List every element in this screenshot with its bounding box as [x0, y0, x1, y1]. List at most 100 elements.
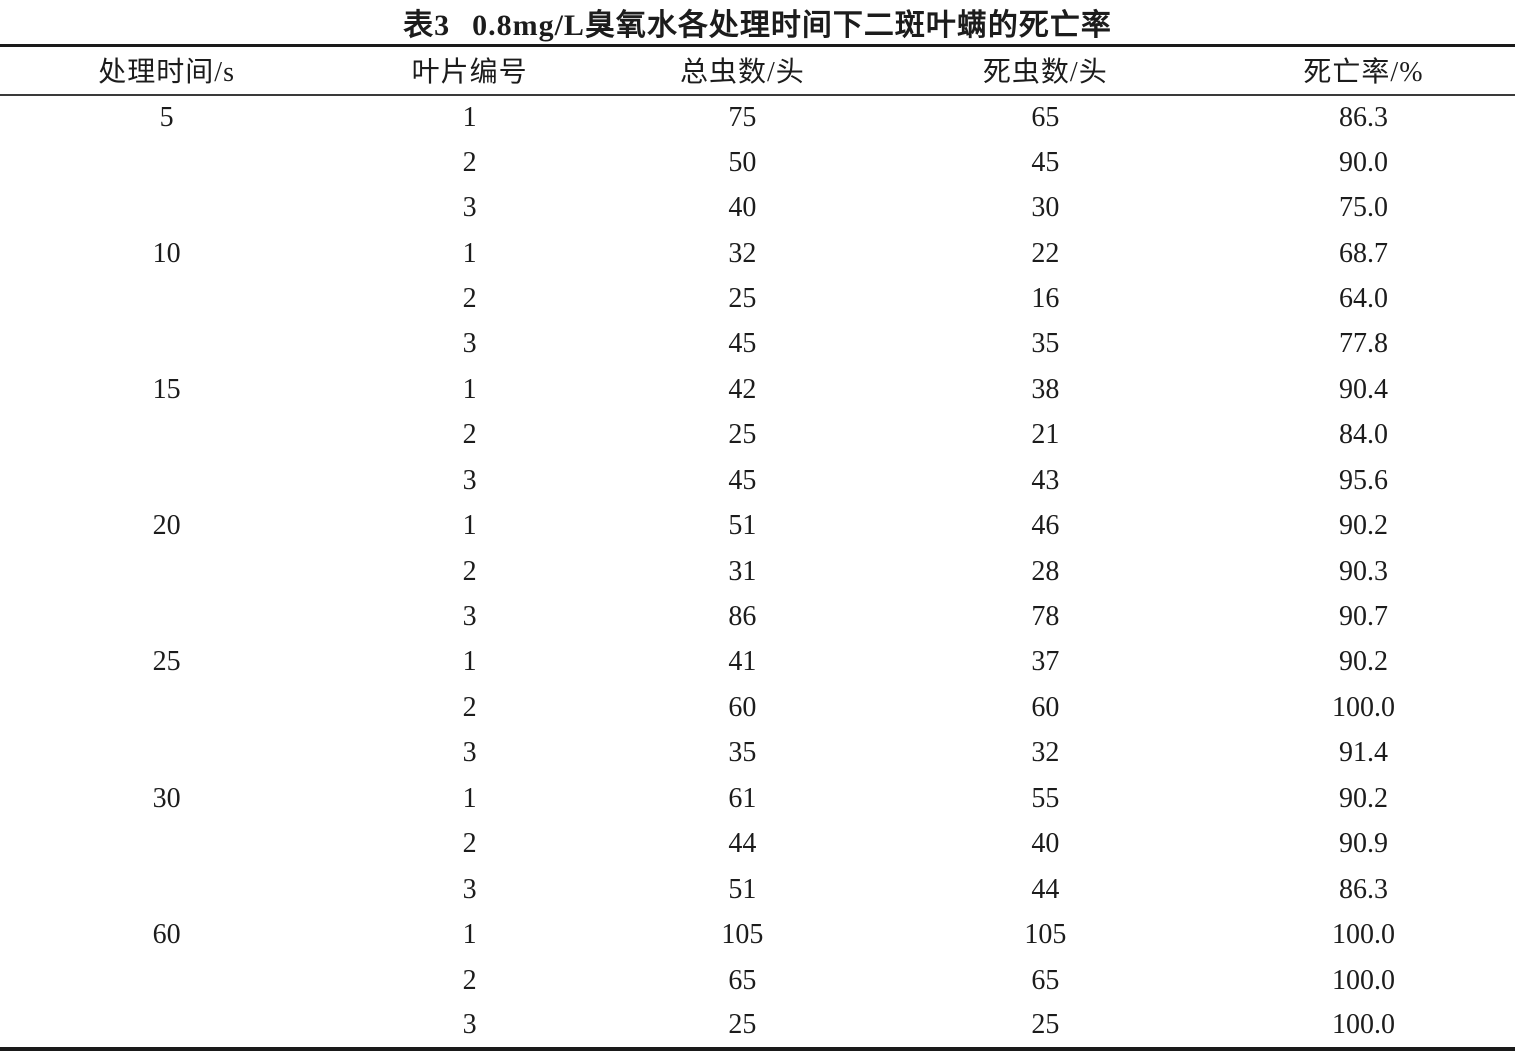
cell-mortality-rate: 90.2 — [1338, 782, 1388, 814]
cell-dead-mites: 22 — [1031, 237, 1060, 269]
table-number: 表3 — [403, 9, 451, 42]
cell-treatment-time — [0, 958, 333, 1003]
cell-total-mites: 45 — [728, 464, 757, 496]
cell-mortality-rate: 86.3 — [1338, 101, 1388, 133]
cell-treatment-time — [0, 276, 333, 321]
cell-mortality-rate: 77.8 — [1338, 328, 1388, 360]
cell-dead-mites: 65 — [1031, 101, 1060, 133]
cell-leaf-number: 1 — [462, 373, 477, 405]
cell-mortality-rate: 64.0 — [1338, 282, 1388, 314]
cell-mortality-rate: 90.7 — [1338, 601, 1388, 633]
cell-total-mites: 31 — [728, 555, 757, 587]
table-row: 2 44 40 90.9 — [0, 822, 1515, 867]
cell-leaf-number: 2 — [462, 419, 477, 451]
cell-treatment-time — [0, 731, 333, 776]
cell-dead-mites: 25 — [1031, 1008, 1060, 1040]
cell-leaf-number: 3 — [462, 873, 477, 905]
table-row: 3 40 30 75.0 — [0, 185, 1515, 230]
table-row: 5 1 75 65 86.3 — [0, 95, 1515, 140]
cell-mortality-rate: 91.4 — [1338, 737, 1388, 769]
cell-total-mites: 50 — [728, 146, 757, 178]
cell-treatment-time: 5 — [159, 101, 174, 133]
cell-treatment-time — [0, 140, 333, 185]
cell-mortality-rate: 100.0 — [1331, 1008, 1395, 1040]
cell-mortality-rate: 100.0 — [1331, 691, 1395, 723]
cell-dead-mites: 78 — [1031, 601, 1060, 633]
cell-leaf-number: 3 — [462, 192, 477, 224]
cell-dead-mites: 105 — [1024, 919, 1067, 951]
table-row: 3 35 32 91.4 — [0, 731, 1515, 776]
table-row: 30 1 61 55 90.2 — [0, 776, 1515, 821]
cell-treatment-time — [0, 1003, 333, 1048]
cell-dead-mites: 55 — [1031, 782, 1060, 814]
cell-dead-mites: 21 — [1031, 419, 1060, 451]
cell-leaf-number: 2 — [462, 964, 477, 996]
cell-total-mites: 105 — [721, 919, 764, 951]
cell-treatment-time — [0, 413, 333, 458]
table-row: 25 1 41 37 90.2 — [0, 640, 1515, 685]
cell-mortality-rate: 84.0 — [1338, 419, 1388, 451]
table-row: 3 45 43 95.6 — [0, 458, 1515, 503]
column-header-treatment-time: 处理时间/s — [98, 57, 235, 89]
column-header-total-mites: 总虫数/头 — [679, 57, 805, 89]
cell-leaf-number: 2 — [462, 691, 477, 723]
cell-dead-mites: 16 — [1031, 282, 1060, 314]
table-header-row: 处理时间/s 叶片编号 总虫数/头 死虫数/头 死亡率/% — [0, 46, 1515, 95]
cell-mortality-rate: 90.3 — [1338, 555, 1388, 587]
cell-treatment-time — [0, 594, 333, 639]
cell-total-mites: 65 — [728, 964, 757, 996]
table-row: 3 45 35 77.8 — [0, 322, 1515, 367]
cell-leaf-number: 1 — [462, 919, 477, 951]
cell-leaf-number: 3 — [462, 1008, 477, 1040]
column-header-dead-mites: 死虫数/头 — [982, 57, 1108, 89]
cell-dead-mites: 65 — [1031, 964, 1060, 996]
cell-mortality-rate: 68.7 — [1338, 237, 1388, 269]
cell-dead-mites: 60 — [1031, 691, 1060, 723]
cell-treatment-time — [0, 685, 333, 730]
column-header-mortality-rate: 死亡率/% — [1303, 57, 1424, 89]
cell-total-mites: 25 — [728, 282, 757, 314]
table-row: 2 60 60 100.0 — [0, 685, 1515, 730]
cell-total-mites: 51 — [728, 873, 757, 905]
table-row: 3 51 44 86.3 — [0, 867, 1515, 912]
cell-total-mites: 86 — [728, 601, 757, 633]
cell-mortality-rate: 90.2 — [1338, 646, 1388, 678]
cell-total-mites: 41 — [728, 646, 757, 678]
table-row: 60 1 105 105 100.0 — [0, 912, 1515, 957]
table-row: 2 50 45 90.0 — [0, 140, 1515, 185]
cell-treatment-time — [0, 549, 333, 594]
cell-dead-mites: 28 — [1031, 555, 1060, 587]
cell-treatment-time — [0, 458, 333, 503]
cell-leaf-number: 1 — [462, 782, 477, 814]
table-title: 表3 0.8mg/L臭氧水各处理时间下二斑叶螨的死亡率 — [0, 0, 1515, 44]
data-table: 处理时间/s 叶片编号 总虫数/头 死虫数/头 死亡率/% 5 1 75 65 86.3 2 50 4… — [0, 44, 1515, 1051]
cell-treatment-time: 20 — [152, 510, 181, 542]
cell-leaf-number: 1 — [462, 101, 477, 133]
cell-dead-mites: 37 — [1031, 646, 1060, 678]
cell-leaf-number: 2 — [462, 146, 477, 178]
cell-total-mites: 45 — [728, 328, 757, 360]
cell-total-mites: 51 — [728, 510, 757, 542]
cell-leaf-number: 1 — [462, 510, 477, 542]
cell-leaf-number: 1 — [462, 646, 477, 678]
cell-mortality-rate: 90.2 — [1338, 510, 1388, 542]
cell-total-mites: 25 — [728, 419, 757, 451]
cell-total-mites: 40 — [728, 192, 757, 224]
cell-dead-mites: 32 — [1031, 737, 1060, 769]
cell-total-mites: 44 — [728, 828, 757, 860]
cell-treatment-time — [0, 322, 333, 367]
table-row: 2 25 21 84.0 — [0, 413, 1515, 458]
cell-dead-mites: 43 — [1031, 464, 1060, 496]
table-caption: 0.8mg/L臭氧水各处理时间下二斑叶螨的死亡率 — [472, 9, 1112, 42]
cell-total-mites: 75 — [728, 101, 757, 133]
cell-treatment-time: 30 — [152, 782, 181, 814]
cell-dead-mites: 35 — [1031, 328, 1060, 360]
table-row: 2 65 65 100.0 — [0, 958, 1515, 1003]
table-row: 3 86 78 90.7 — [0, 594, 1515, 639]
cell-total-mites: 35 — [728, 737, 757, 769]
cell-treatment-time: 25 — [152, 646, 181, 678]
cell-treatment-time: 60 — [152, 919, 181, 951]
cell-leaf-number: 3 — [462, 601, 477, 633]
cell-total-mites: 42 — [728, 373, 757, 405]
